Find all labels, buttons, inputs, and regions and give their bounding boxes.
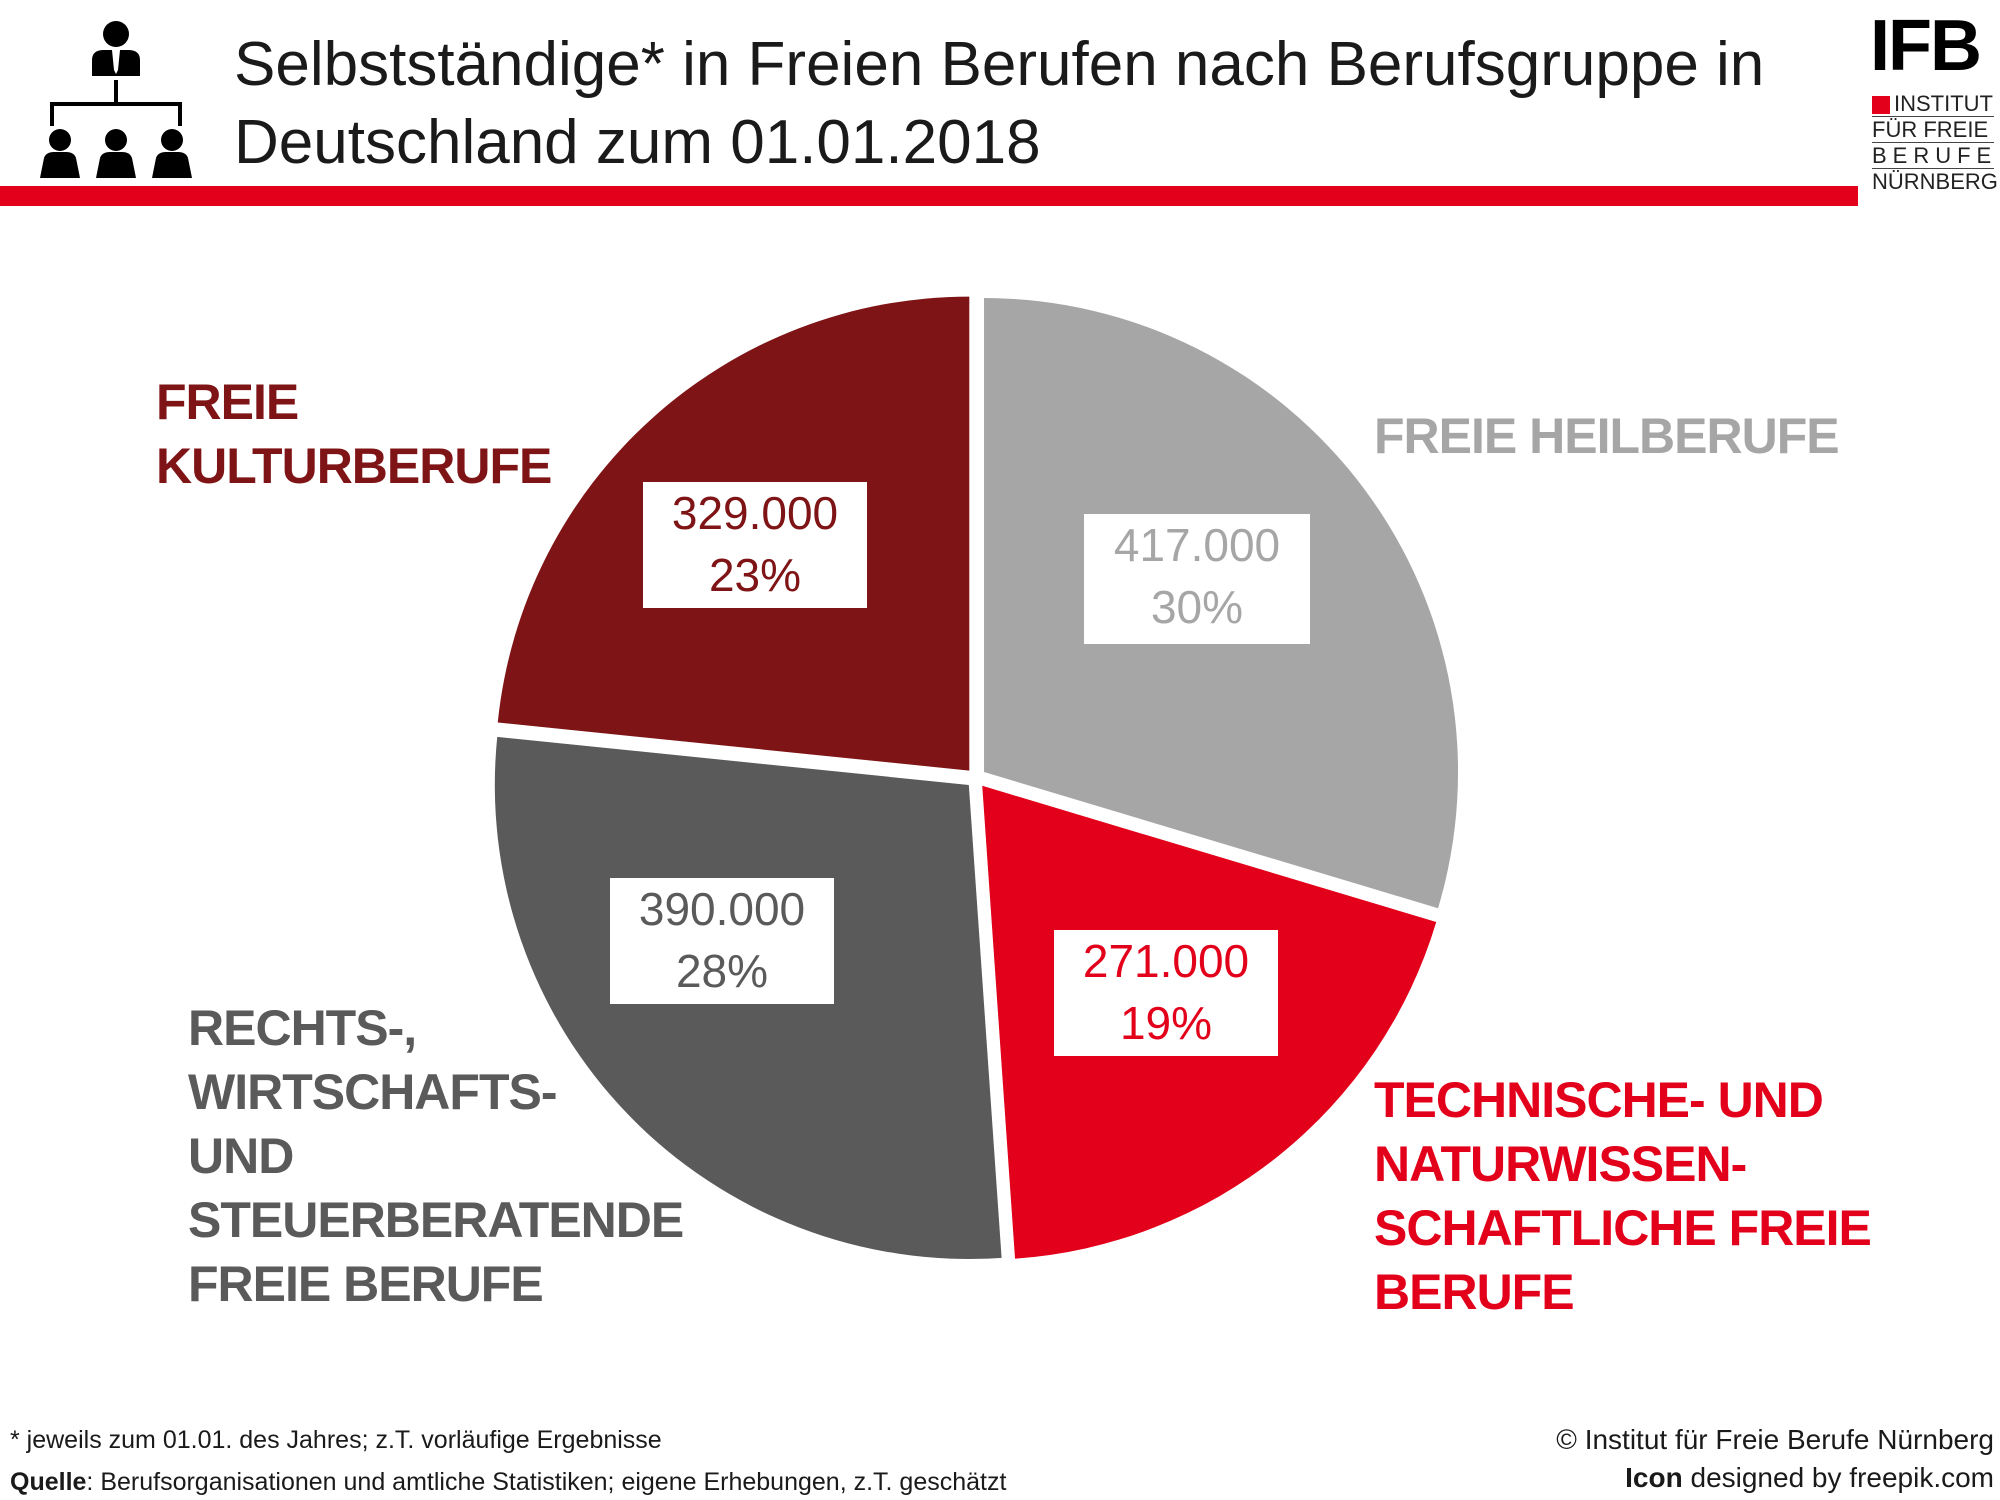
icon-credit-text: designed by freepik.com [1682,1462,1994,1493]
logo-line-1: INSTITUT [1894,91,1993,116]
logo-divider [1872,116,1994,117]
slice-value: 271.000 [1082,935,1250,987]
footnote: * jeweils zum 01.01. des Jahres; z.T. vo… [10,1426,662,1454]
slice-value: 390.000 [638,883,806,935]
slice-label-line: BERUFE [1374,1264,1575,1320]
slice-label-line: TECHNISCHE- UND [1374,1072,1824,1128]
logo-divider [1872,168,1994,169]
slice-label-line: KULTURBERUFE [156,438,552,494]
source-note: Quelle: Berufsorganisationen und amtlich… [10,1468,1006,1497]
slice-label-line: FREIE HEILBERUFE [1374,408,1840,464]
slice-label-freie-heilberufe: FREIE HEILBERUFE [1374,404,1840,468]
icon-credit: Icon designed by freepik.com [1625,1462,1994,1494]
slice-label-line: STEUERBERATENDE [188,1192,684,1248]
title-line-2: Deutschland zum 01.01.2018 [234,108,1041,177]
slice-label-line: WIRTSCHAFTS- [188,1064,558,1120]
slice-value-box-kultur: 329.000 23% [643,482,867,608]
slice-value: 329.000 [671,487,839,539]
logo-line-4: NÜRNBERG [1872,169,1998,194]
slice-percent: 28% [675,945,769,997]
page-title: Selbstständige* in Freien Berufen nach B… [234,26,1834,182]
slice-label-freie-kulturberufe: FREIE KULTURBERUFE [156,370,552,498]
logo-abbr: IFB [1870,6,1982,86]
logo-line-2: FÜR FREIE [1872,117,1989,142]
slice-percent: 23% [708,549,802,601]
logo-line-3: BERUFE [1872,143,1998,168]
slice-percent: 30% [1150,581,1244,633]
slice-label-line: FREIE [156,374,299,430]
slice-label-line: SCHAFTLICHE FREIE [1374,1200,1872,1256]
source-text: : Berufsorganisationen und amtliche Stat… [86,1468,1007,1496]
slice-value-box-tech: 271.000 19% [1054,930,1278,1056]
organization-hierarchy-icon [40,21,192,178]
slice-value: 417.000 [1113,519,1281,571]
slice-percent: 19% [1119,997,1213,1049]
logo-divider [1872,142,1994,143]
ifb-logo: IFB INSTITUT FÜR FREIE BERUFE NÜRNBERG [1870,6,1998,210]
logo-red-square [1872,96,1890,114]
title-line-1: Selbstständige* in Freien Berufen nach B… [234,30,1765,99]
slice-value-box-heil: 417.000 30% [1084,514,1310,644]
source-label: Quelle [10,1468,87,1496]
slice-label-rechts-wirtschafts-berufe: RECHTS-, WIRTSCHAFTS- UND STEUERBERATENDE FR… [188,996,684,1316]
slice-value-box-recht: 390.000 28% [610,878,834,1004]
icon-credit-label: Icon [1625,1462,1683,1493]
slice-label-line: FREIE BERUFE [188,1256,544,1312]
copyright: © Institut für Freie Berufe Nürnberg [1556,1424,1994,1455]
slice-label-line: RECHTS-, [188,1000,417,1056]
slice-label-technische-berufe: TECHNISCHE- UND NATURWISSEN- SCHAFTLICHE F… [1374,1068,1872,1324]
slice-label-line: UND [188,1128,294,1184]
header-red-bar [0,186,1858,206]
slice-label-line: NATURWISSEN- [1374,1136,1747,1192]
